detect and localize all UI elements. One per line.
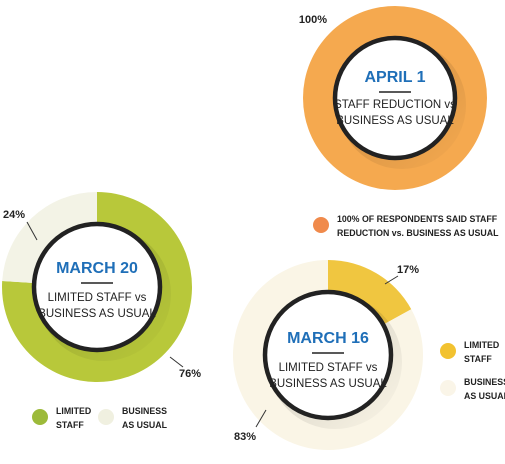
chart-title: APRIL 1 bbox=[364, 69, 425, 86]
legend-label: AS USUAL bbox=[122, 420, 168, 430]
legend-label: LIMITED bbox=[464, 340, 499, 350]
legend-item: LIMITED STAFF bbox=[440, 340, 499, 364]
legend-label: 100% OF RESPONDENTS SAID STAFF bbox=[337, 214, 498, 224]
donut-chart-1 bbox=[303, 6, 487, 190]
legend-label: LIMITED bbox=[56, 406, 91, 416]
chart-title: MARCH 20 bbox=[56, 260, 138, 277]
chart-subtitle-line: LIMITED STAFF vs bbox=[279, 362, 378, 374]
legend-label: AS USUAL bbox=[464, 391, 505, 401]
legend-swatch bbox=[32, 409, 48, 425]
legend-item: 100% OF RESPONDENTS SAID STAFF REDUCTION … bbox=[313, 214, 499, 238]
legend-label: BUSINESS bbox=[122, 406, 167, 416]
legend-label: STAFF bbox=[464, 354, 492, 364]
donut-chart-2 bbox=[1, 192, 192, 383]
legend-swatch bbox=[440, 380, 456, 396]
chart-subtitle-line: BUSINESS AS USUAL bbox=[269, 378, 387, 390]
leader-line bbox=[384, 275, 399, 285]
data-label: 24% bbox=[3, 209, 25, 221]
chart-title: MARCH 16 bbox=[287, 330, 369, 347]
donut-chart-3 bbox=[233, 260, 424, 450]
legend-swatch bbox=[98, 409, 114, 425]
leader-line bbox=[255, 409, 267, 428]
legend-item: LIMITED STAFF bbox=[32, 406, 91, 430]
legend-label: BUSINESS bbox=[464, 377, 505, 387]
data-label: 76% bbox=[179, 368, 201, 380]
legend-swatch bbox=[440, 343, 456, 359]
data-label: 83% bbox=[234, 431, 256, 443]
chart-subtitle-line: LIMITED STAFF vs bbox=[48, 292, 147, 304]
legend-label: STAFF bbox=[56, 420, 84, 430]
legend-swatch bbox=[313, 217, 329, 233]
chart-subtitle-line: BUSINESS AS USUAL bbox=[336, 115, 454, 127]
leader-line bbox=[169, 356, 184, 368]
legend-item: BUSINESS AS USUAL bbox=[98, 406, 168, 430]
chart-subtitle-line: STAFF REDUCTION vs bbox=[334, 99, 456, 111]
legend-item: BUSINESS AS USUAL bbox=[440, 377, 505, 401]
center-disc bbox=[262, 289, 394, 421]
center-disc bbox=[31, 221, 163, 353]
chart-subtitle-line: BUSINESS AS USUAL bbox=[38, 308, 156, 320]
data-label: 100% bbox=[299, 14, 327, 26]
center-disc bbox=[332, 35, 458, 161]
legend-label: REDUCTION vs. BUSINESS AS USUAL bbox=[337, 228, 499, 238]
leader-line bbox=[26, 221, 38, 241]
data-label: 17% bbox=[397, 264, 419, 276]
